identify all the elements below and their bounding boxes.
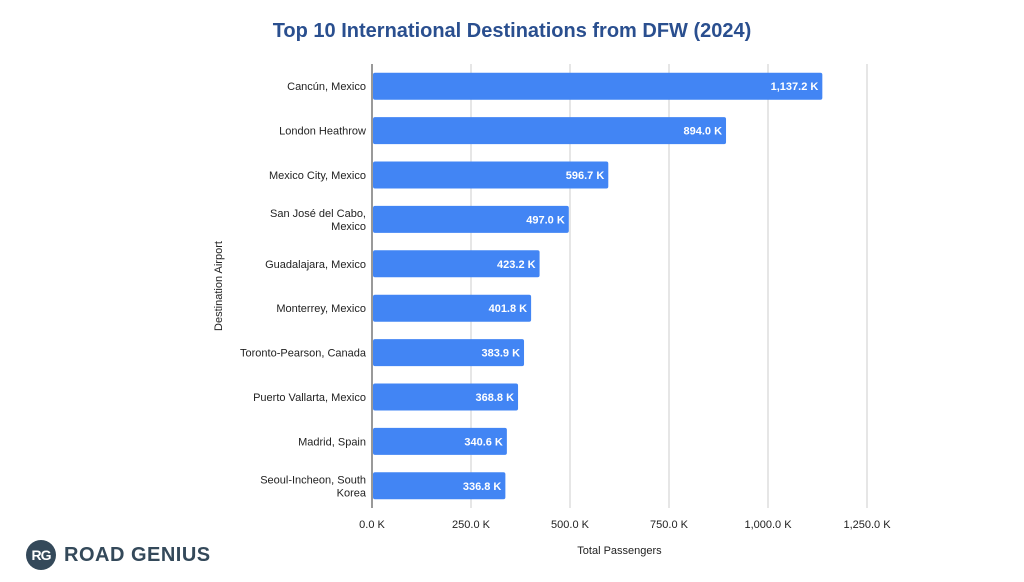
data-label: 336.8 K bbox=[463, 481, 502, 493]
data-label: 383.9 K bbox=[481, 348, 520, 360]
bar bbox=[373, 339, 525, 367]
x-tick-label: 250.0 K bbox=[452, 519, 491, 531]
category-label: London Heathrow bbox=[279, 126, 366, 138]
bar bbox=[373, 250, 540, 278]
bar bbox=[373, 294, 532, 322]
data-label: 401.8 K bbox=[489, 303, 528, 315]
bar bbox=[373, 161, 609, 189]
category-label: San José del Cabo, Mexico bbox=[270, 208, 366, 233]
y-axis-title: Destination Airport bbox=[213, 241, 225, 331]
x-tick-label: 1,000.0 K bbox=[744, 519, 792, 531]
data-label: 340.6 K bbox=[464, 436, 503, 448]
data-label: 894.0 K bbox=[683, 126, 722, 138]
category-label: Seoul-Incheon, South Korea bbox=[260, 474, 367, 499]
bar bbox=[373, 427, 507, 455]
category-label: Guadalajara, Mexico bbox=[265, 259, 366, 271]
bar bbox=[373, 383, 519, 411]
x-tick-label: 500.0 K bbox=[551, 519, 590, 531]
bars: 1,137.2 K 894.0 K 596.7 K 497.0 K 423.2 K 401… bbox=[373, 72, 823, 500]
data-label: 423.2 K bbox=[497, 259, 536, 271]
category-label: Mexico City, Mexico bbox=[269, 170, 366, 182]
brand-name: ROAD GENIUS bbox=[64, 543, 211, 566]
bar bbox=[373, 72, 823, 100]
category-labels: Cancún, Mexico London Heathrow Mexico City… bbox=[240, 81, 367, 499]
x-tick-labels: 0.0 K 250.0 K 500.0 K 750.0 K 1,000.0 K 1,250… bbox=[359, 519, 891, 531]
x-axis-title: Total Passengers bbox=[577, 545, 662, 557]
category-label: Madrid, Spain bbox=[298, 436, 366, 448]
data-label: 596.7 K bbox=[566, 170, 605, 182]
data-label: 368.8 K bbox=[476, 392, 515, 404]
chart-title: Top 10 International Destinations from D… bbox=[272, 20, 752, 42]
category-label: Monterrey, Mexico bbox=[276, 303, 366, 315]
bar bbox=[373, 117, 727, 145]
x-tick-label: 1,250.0 K bbox=[843, 519, 891, 531]
data-label: 1,137.2 K bbox=[771, 81, 819, 93]
bar bbox=[373, 205, 569, 233]
category-label: Toronto-Pearson, Canada bbox=[240, 348, 367, 360]
category-label: Puerto Vallarta, Mexico bbox=[253, 392, 366, 404]
brand-badge-icon: RG bbox=[26, 540, 56, 570]
brand-logo: RG ROAD GENIUS bbox=[26, 538, 211, 572]
category-label: Cancún, Mexico bbox=[287, 81, 366, 93]
x-tick-label: 750.0 K bbox=[650, 519, 689, 531]
data-label: 497.0 K bbox=[526, 214, 565, 226]
x-tick-label: 0.0 K bbox=[359, 519, 385, 531]
bar bbox=[373, 472, 506, 500]
